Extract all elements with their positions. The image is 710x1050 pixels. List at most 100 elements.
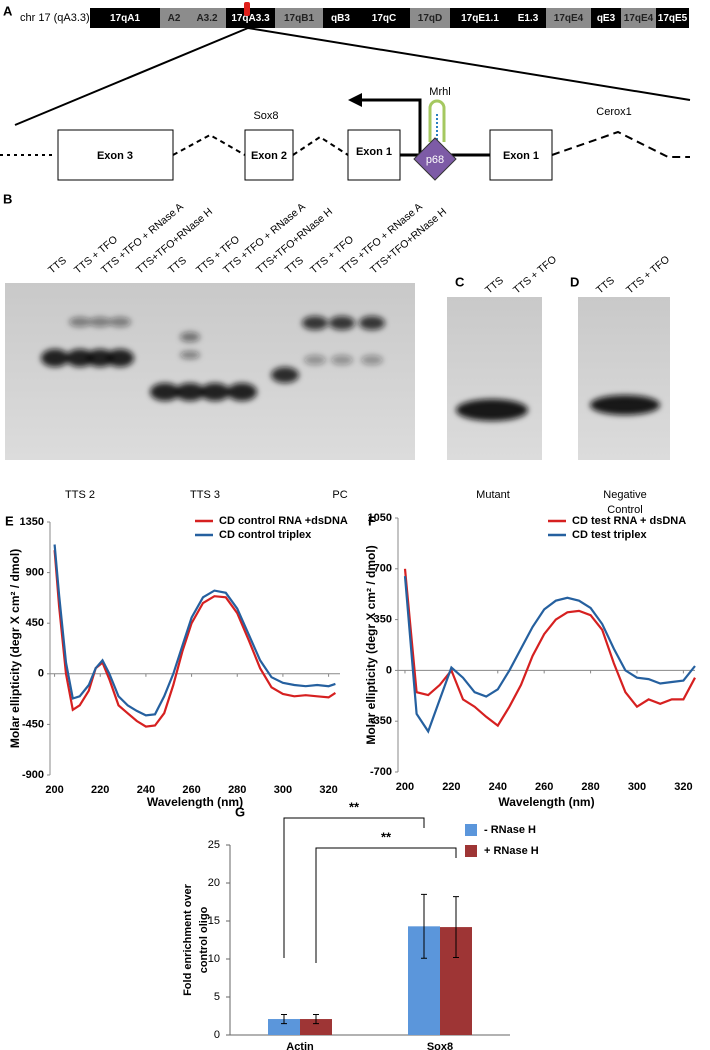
gel-band bbox=[106, 349, 134, 367]
y-tick-label: 0 bbox=[38, 668, 44, 680]
legend-swatch bbox=[465, 824, 477, 836]
gel-band bbox=[456, 399, 528, 421]
panel-label: C bbox=[455, 274, 465, 289]
y-tick-label: 20 bbox=[208, 877, 220, 889]
band bbox=[358, 8, 410, 28]
band-label: 17qA1 bbox=[110, 13, 140, 24]
y-axis-title: Molar ellipticity (degr X cm² / dmol) bbox=[8, 549, 22, 748]
y-tick-label: 5 bbox=[214, 991, 220, 1003]
x-tick-label: 240 bbox=[489, 781, 507, 793]
exon-box bbox=[244, 129, 294, 181]
lane-label: TTS bbox=[594, 274, 617, 296]
band bbox=[188, 8, 226, 28]
y-tick-label: 0 bbox=[386, 664, 392, 676]
y-axis-title: control oligo bbox=[198, 906, 210, 973]
band-label: 17qE1.1 bbox=[461, 13, 499, 24]
exon-label: Exon 1 bbox=[356, 146, 392, 158]
gel-band bbox=[180, 351, 200, 359]
gel-band bbox=[361, 355, 383, 365]
gel-band bbox=[89, 317, 111, 327]
intron bbox=[172, 133, 246, 156]
gel-band bbox=[86, 349, 114, 367]
legend-label: CD control RNA +dsDNA bbox=[219, 515, 348, 527]
gel-band bbox=[271, 367, 299, 383]
y-tick-label: 900 bbox=[26, 567, 44, 579]
x-tick-label: 260 bbox=[182, 784, 200, 796]
significance-bracket bbox=[283, 817, 425, 958]
gel-caption: Control bbox=[607, 504, 642, 516]
exon-label: Exon 1 bbox=[503, 150, 539, 162]
x-tick-label: 260 bbox=[535, 781, 553, 793]
chromosome-bands: 17qA1 A2 A3.2 17qA3.3 17qB1 qB3 17qC 17qD 17qE1.… bbox=[90, 8, 689, 28]
gel-image bbox=[578, 297, 670, 460]
panel-label: G bbox=[235, 804, 245, 819]
y-tick-label: 450 bbox=[26, 617, 44, 629]
x-tick-label: 240 bbox=[137, 784, 155, 796]
gel-band bbox=[590, 395, 660, 415]
gel-band bbox=[329, 316, 355, 330]
band bbox=[510, 8, 546, 28]
legend-label: + RNase H bbox=[484, 845, 539, 857]
gel-bands bbox=[41, 316, 660, 421]
exon-label: Exon 3 bbox=[97, 150, 133, 162]
gel-band bbox=[41, 349, 69, 367]
y-tick-label: 10 bbox=[208, 953, 220, 965]
legend-label: CD test RNA + dsDNA bbox=[572, 515, 686, 527]
band-label: 17qE4 bbox=[554, 13, 584, 24]
band-label: 17qE5 bbox=[658, 13, 688, 24]
chromosome-label: chr 17 (qA3.3) bbox=[20, 12, 90, 24]
lane-label: TTS bbox=[283, 254, 306, 276]
legend-label: CD test triplex bbox=[572, 529, 647, 541]
band-label: 17qB1 bbox=[284, 13, 314, 24]
error-bar bbox=[313, 1013, 319, 1025]
gel-band bbox=[302, 316, 328, 330]
gel-caption: Negative bbox=[603, 489, 646, 501]
gel-band bbox=[175, 383, 205, 401]
y-tick-label: 1050 bbox=[368, 512, 392, 524]
band bbox=[450, 8, 510, 28]
band bbox=[275, 8, 323, 28]
y-tick-label: -900 bbox=[22, 769, 44, 781]
exon-box bbox=[489, 129, 553, 181]
x-tick-label: 320 bbox=[674, 781, 692, 793]
band-label: qB3 bbox=[331, 13, 350, 24]
x-tick-label: 280 bbox=[228, 784, 246, 796]
y-tick-label: 25 bbox=[208, 839, 220, 851]
panel-label: B bbox=[3, 191, 12, 206]
gel-band bbox=[109, 317, 131, 327]
y-tick-label: 350 bbox=[374, 614, 392, 626]
y-tick-label: -700 bbox=[370, 766, 392, 778]
x-tick-label: 220 bbox=[91, 784, 109, 796]
band-label: 17qE4 bbox=[624, 13, 654, 24]
y-tick-label: 0 bbox=[214, 1029, 220, 1041]
p68-diamond bbox=[413, 137, 457, 181]
series-line bbox=[53, 544, 336, 717]
band bbox=[160, 8, 188, 28]
gel-band bbox=[66, 349, 94, 367]
gene-label: Mrhl bbox=[429, 86, 450, 98]
bar bbox=[300, 1019, 332, 1035]
gel-band bbox=[180, 332, 200, 342]
band-label: 17qA3.3 bbox=[231, 13, 270, 24]
gel-image bbox=[447, 297, 542, 460]
legend-label: - RNase H bbox=[484, 824, 536, 836]
gel-band bbox=[331, 355, 353, 365]
bar bbox=[268, 1019, 300, 1035]
y-tick-label: -350 bbox=[370, 715, 392, 727]
gel-band bbox=[200, 383, 230, 401]
gel-band bbox=[304, 355, 326, 365]
x-tick-label: 300 bbox=[274, 784, 292, 796]
gel-caption: TTS 2 bbox=[65, 489, 95, 501]
band bbox=[410, 8, 450, 28]
exon-box bbox=[57, 129, 174, 181]
arrow-head bbox=[348, 93, 362, 107]
gel-caption: PC bbox=[332, 489, 347, 501]
band-label: qE3 bbox=[597, 13, 616, 24]
gel-image bbox=[5, 283, 415, 460]
gel-caption: TTS 3 bbox=[190, 489, 220, 501]
x-tick-label: 200 bbox=[45, 784, 63, 796]
lane-label: TTS bbox=[166, 254, 189, 276]
panel-label: E bbox=[5, 513, 14, 528]
band bbox=[546, 8, 591, 28]
x-axis-title: Wavelength (nm) bbox=[498, 795, 594, 809]
